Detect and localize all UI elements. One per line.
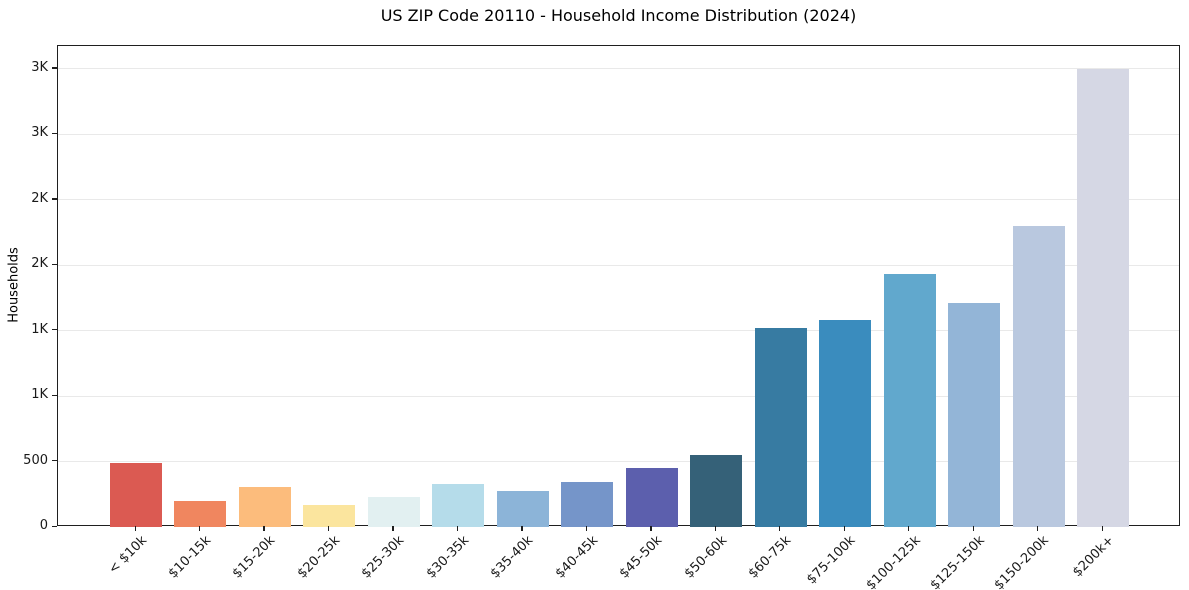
y-tick-label: 2K (31, 190, 48, 206)
x-tick-mark (650, 526, 652, 531)
bar-35-40k (496, 491, 549, 527)
x-tick-label: $45-50k (616, 533, 666, 582)
y-tick-label: 2K (31, 256, 48, 272)
x-tick-label: $15-20k (230, 533, 279, 582)
x-tick-mark (392, 526, 394, 531)
x-tick-label: $100-125k (863, 533, 924, 590)
bar-75-100k (819, 319, 872, 527)
x-tick-mark (908, 526, 910, 531)
x-tick-label: $75-100k (804, 533, 859, 588)
y-tick-mark (52, 329, 57, 331)
x-tick-mark (1037, 526, 1039, 531)
x-tick-label: $50-60k (681, 533, 730, 582)
x-tick-mark (585, 526, 588, 531)
bar-45-50k (625, 468, 678, 527)
y-tick-mark (52, 525, 57, 527)
y-tick-mark (52, 263, 57, 266)
plot-area (57, 45, 1180, 527)
bar-10k (110, 462, 162, 527)
x-tick-label: $40-45k (552, 533, 601, 582)
x-tick-label: $60-75k (745, 533, 795, 582)
x-tick-mark (134, 526, 136, 531)
x-tick-label: $200k+ (1069, 533, 1117, 581)
y-tick-mark (52, 132, 57, 135)
x-tick-mark (843, 526, 845, 531)
bar-15-20k (238, 487, 291, 527)
y-gridline (58, 395, 1179, 397)
y-tick-label: 500 (23, 452, 48, 468)
x-tick-mark (1101, 526, 1103, 531)
x-tick-mark (779, 526, 781, 531)
bar-60-75k (754, 328, 807, 527)
y-tick-label: 0 (39, 518, 48, 533)
y-tick-mark (52, 394, 57, 396)
chart-title: US ZIP Code 20110 - Household Income Dis… (380, 6, 857, 25)
y-gridline (58, 68, 1179, 70)
x-tick-mark (456, 526, 459, 531)
bar-150-200k (1012, 225, 1065, 527)
x-tick-mark (714, 526, 717, 531)
bar-30-35k (432, 483, 485, 527)
y-tick-label: 1K (31, 321, 48, 337)
x-tick-label: $25-30k (359, 533, 408, 582)
bar-125-150k (948, 303, 1001, 527)
x-tick-label: $125-150k (927, 533, 988, 590)
x-tick-mark (521, 526, 523, 531)
x-tick-mark (327, 526, 330, 531)
x-tick-mark (263, 526, 265, 531)
y-gridline (58, 264, 1179, 266)
y-tick-label: 3K (31, 59, 48, 75)
bar-40-45k (561, 482, 614, 527)
y-gridline (58, 199, 1179, 201)
bar-200k (1077, 68, 1130, 527)
bar-20-25k (303, 505, 356, 527)
x-tick-label: < $10k (105, 533, 150, 578)
x-tick-label: $10-15k (165, 533, 215, 582)
y-tick-mark (52, 198, 57, 200)
x-tick-label: $30-35k (423, 533, 472, 582)
y-tick-mark (52, 67, 57, 69)
bar-50-60k (690, 455, 743, 527)
bar-25-30k (367, 496, 420, 527)
y-tick-label: 1K (31, 387, 48, 403)
x-tick-mark (972, 526, 974, 531)
bar-100-125k (883, 273, 936, 527)
y-gridline (58, 330, 1179, 332)
x-tick-mark (198, 526, 201, 531)
x-tick-label: $20-25k (294, 533, 344, 582)
y-tick-label: 3K (31, 125, 48, 141)
y-tick-mark (52, 460, 57, 462)
y-gridline (58, 133, 1179, 135)
bar-10-15k (174, 500, 227, 527)
x-tick-label: $150-200k (992, 533, 1053, 590)
y-gridline (58, 461, 1179, 463)
x-tick-label: $35-40k (487, 533, 537, 582)
